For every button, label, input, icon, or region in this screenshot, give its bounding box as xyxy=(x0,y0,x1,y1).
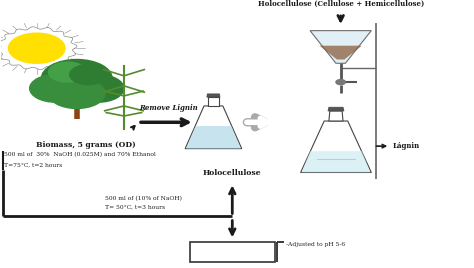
Polygon shape xyxy=(310,31,371,63)
Text: 500 ml of (10% of NaOH): 500 ml of (10% of NaOH) xyxy=(105,196,182,202)
Text: Remove Lignin: Remove Lignin xyxy=(139,104,198,112)
Polygon shape xyxy=(185,106,242,149)
Polygon shape xyxy=(208,97,219,106)
Polygon shape xyxy=(319,46,362,59)
Circle shape xyxy=(41,59,112,97)
Text: Biomass, 5 grams (OD): Biomass, 5 grams (OD) xyxy=(36,141,136,149)
Circle shape xyxy=(9,33,65,63)
FancyBboxPatch shape xyxy=(190,241,275,262)
Circle shape xyxy=(48,62,86,82)
Text: T= 50°C, t=3 hours: T= 50°C, t=3 hours xyxy=(105,205,165,210)
Circle shape xyxy=(72,75,124,102)
Polygon shape xyxy=(329,111,343,121)
Circle shape xyxy=(30,75,82,102)
Polygon shape xyxy=(301,121,371,173)
Polygon shape xyxy=(186,126,241,149)
Circle shape xyxy=(70,65,108,85)
Polygon shape xyxy=(328,107,344,111)
Text: Holocellulose: Holocellulose xyxy=(203,169,262,177)
Polygon shape xyxy=(207,94,220,97)
Circle shape xyxy=(48,78,105,109)
Text: Lágnin: Lágnin xyxy=(392,142,419,150)
Circle shape xyxy=(336,80,346,85)
Text: Holocellulose (Cellulose + Hemicellulose): Holocellulose (Cellulose + Hemicellulose… xyxy=(257,0,424,8)
Text: T=75°C, t=2 hours: T=75°C, t=2 hours xyxy=(4,162,62,168)
Text: -Adjusted to pH 5-6: -Adjusted to pH 5-6 xyxy=(286,241,346,247)
Polygon shape xyxy=(301,151,370,173)
Text: 500 ml of  30%  NaOH (0.025M) and 70% Ethanol: 500 ml of 30% NaOH (0.025M) and 70% Etha… xyxy=(4,152,155,158)
